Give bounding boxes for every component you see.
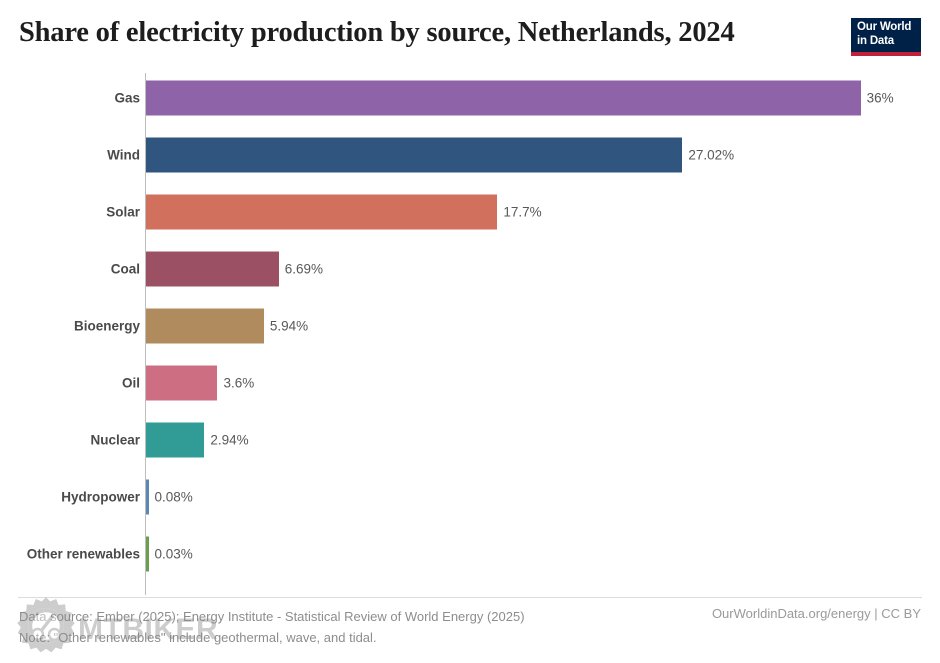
bar-row[interactable]: Other renewables 0.03% [0,525,940,582]
bar-category-label: Wind [107,147,140,163]
bar-value-label: 6.69% [284,261,324,277]
bar-value-label: 0.08% [154,489,193,505]
bar-row[interactable]: Nuclear 2.94% [0,411,940,468]
bar-row[interactable]: Hydropower 0.08% [0,468,940,525]
bar-other-renewables[interactable] [146,536,149,572]
bar-hydropower[interactable] [146,479,149,515]
bar-row[interactable]: Oil 3.6% [0,355,940,412]
our-world-in-data-logo[interactable]: Our World in Data [851,18,921,56]
bar-category-label: Coal [110,261,140,277]
bar-oil[interactable] [146,365,218,401]
bar-value-label: 3.6% [223,375,255,391]
bar-solar[interactable] [146,194,498,230]
y-axis-baseline [145,73,146,595]
bar-category-label: Solar [106,204,140,220]
bar-category-label: Nuclear [90,432,140,448]
bar-row[interactable]: Wind 27.02% [0,127,940,184]
bar-gas[interactable] [146,80,861,116]
bar-value-label: 17.7% [503,204,542,220]
bar-nuclear[interactable] [146,422,205,458]
attribution-link[interactable]: OurWorldinData.org/energy | CC BY [711,606,921,621]
bar-value-label: 5.94% [269,318,309,334]
bar-row[interactable]: Bioenergy 5.94% [0,298,940,355]
bar-row[interactable]: Gas 36% [0,70,940,127]
data-source-text: Data source: Ember (2025); Energy Instit… [19,609,525,624]
bar-value-label: 36% [866,90,894,106]
bar-bioenergy[interactable] [146,308,264,344]
page-title: Share of electricity production by sourc… [19,17,735,48]
bar-row[interactable]: Coal 6.69% [0,241,940,298]
bar-value-label: 2.94% [210,432,249,448]
logo-line-2: in Data [857,34,894,47]
bar-coal[interactable] [146,251,279,287]
bar-category-label: Other renewables [26,546,140,562]
chart-footer: Data source: Ember (2025); Energy Instit… [0,598,940,663]
bar-category-label: Gas [114,90,140,106]
footer-source-block: Data source: Ember (2025); Energy Instit… [19,606,659,648]
footer-note-text: Note: "Other renewables" include geother… [19,630,377,645]
logo-line-1: Our World [857,21,912,33]
bar-value-label: 0.03% [154,546,193,562]
bar-row[interactable]: Solar 17.7% [0,184,940,241]
bar-category-label: Bioenergy [73,318,140,334]
chart-header: Share of electricity production by sourc… [0,0,940,70]
bar-wind[interactable] [146,137,683,173]
bar-value-label: 27.02% [688,147,735,163]
bar-category-label: Oil [121,375,140,391]
footer-divider [18,597,922,598]
bar-category-label: Hydropower [61,489,140,505]
chart-plot-area: Gas 36% Wind 27.02% Solar 17.7% Coal 6.69% Bioen… [0,70,940,597]
